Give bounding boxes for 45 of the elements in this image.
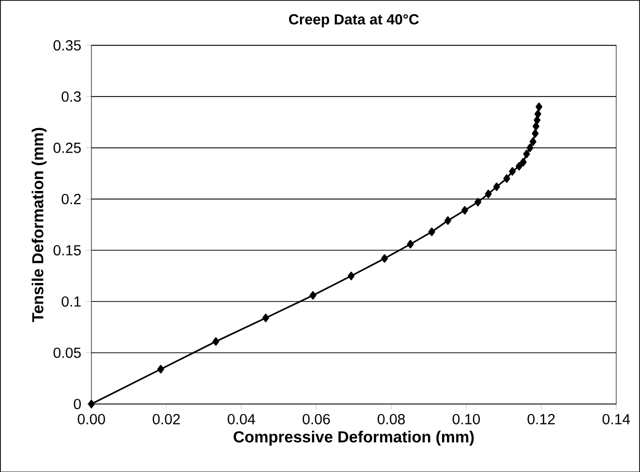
point (474, 198, 482, 206)
point (428, 227, 436, 236)
point (534, 116, 540, 124)
point (310, 290, 316, 300)
point (526, 143, 534, 152)
x-axis-title: Compressive Deformation (mm) (234, 430, 474, 446)
y-tick-label: 0.05 (54, 347, 81, 358)
point (444, 216, 452, 225)
y-tick-label: 0.1 (62, 296, 81, 307)
y-tick-label: 0.3 (62, 91, 81, 102)
y-tick-label: 0.15 (54, 244, 81, 256)
point (262, 314, 270, 322)
point (534, 110, 542, 118)
x-tick-label: 0.08 (378, 414, 405, 424)
point (484, 190, 492, 198)
point (530, 137, 536, 146)
point (532, 129, 539, 138)
y-tick-label: 0.25 (54, 142, 81, 153)
y-tick-label: 0.35 (54, 40, 81, 50)
point (212, 337, 220, 346)
x-tick-label: 0.00 (78, 414, 106, 424)
point (381, 254, 388, 263)
point (523, 150, 530, 158)
point (532, 122, 540, 130)
x-tick-label: 0.02 (152, 414, 180, 424)
point (536, 102, 542, 111)
x-tick-label: 0.06 (302, 414, 330, 424)
point (157, 364, 164, 374)
x-tick-label: 0.14 (602, 414, 630, 424)
point (88, 400, 95, 408)
point (493, 182, 500, 191)
point (508, 166, 516, 176)
y-tick-label: 0 (74, 398, 81, 409)
point (503, 174, 510, 183)
y-tick-label: 0.2 (62, 194, 81, 204)
point (520, 158, 527, 166)
point (348, 271, 355, 280)
point (461, 206, 468, 214)
x-tick-label: 0.04 (228, 414, 256, 424)
x-tick-label: 0.12 (528, 414, 555, 424)
y-axis-title: Tensile Deformation (mm) (32, 128, 47, 322)
chart-title: Creep Data at 40°C (289, 14, 419, 28)
point (516, 162, 522, 170)
point (407, 240, 414, 248)
x-tick-label: 0.10 (452, 414, 480, 424)
